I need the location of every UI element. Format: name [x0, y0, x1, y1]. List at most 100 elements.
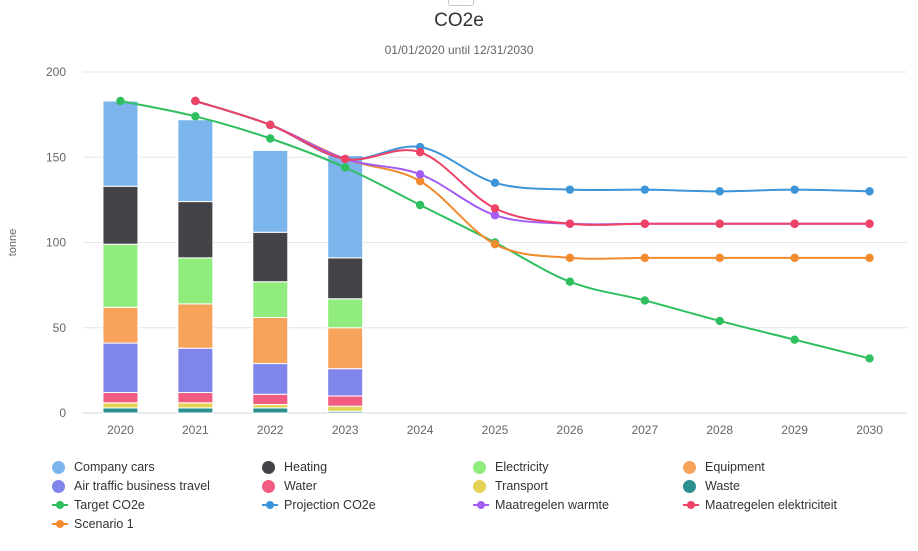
y-tick-label: 200 — [46, 65, 66, 79]
bar-transport-2023 — [327, 405, 364, 412]
point-projection-co2e-2025 — [490, 178, 500, 188]
bar-waste-2022 — [252, 407, 289, 414]
point-target-co2e-2023 — [340, 163, 350, 172]
legend-label: Equipment — [705, 460, 765, 474]
point-target-co2e-2024 — [415, 200, 425, 210]
bar-air-traffic-business-travel-2023 — [327, 368, 364, 397]
x-tick-label-2023: 2023 — [332, 423, 359, 437]
point-projection-co2e-2028 — [715, 187, 724, 196]
point-scenario-1-2027 — [640, 253, 650, 263]
point-maatregelen-warmte-2025 — [490, 211, 500, 220]
legend-symbol — [473, 460, 486, 474]
bar-transport-2021 — [177, 402, 214, 409]
bar-equipment-2023 — [327, 327, 364, 370]
bar-water-2021 — [177, 392, 214, 404]
legend-label: Water — [284, 479, 317, 493]
point-target-co2e-2021 — [191, 112, 200, 121]
x-tick-label-2027: 2027 — [631, 423, 658, 437]
y-tick-label: 150 — [46, 150, 66, 164]
legend-item-maatregelen-warmte[interactable]: Maatregelen warmte — [473, 496, 609, 514]
point-target-co2e-2027 — [640, 296, 650, 305]
point-target-co2e-2020 — [116, 96, 125, 106]
point-target-co2e-2026 — [565, 277, 575, 286]
y-tick-label: 50 — [53, 321, 67, 335]
point-projection-co2e-2026 — [565, 185, 575, 194]
y-axis-title: tonne — [7, 229, 19, 257]
legend-item-projection-co2e[interactable]: Projection CO2e — [262, 496, 376, 514]
legend-item-equipment[interactable]: Equipment — [683, 458, 765, 476]
bar-heating-2023 — [327, 257, 364, 300]
legend-label: Target CO2e — [74, 498, 145, 512]
point-maatregelen-elektriciteit-2030 — [865, 219, 874, 228]
legend-symbol — [262, 499, 278, 512]
point-maatregelen-elektriciteit-2021 — [191, 96, 200, 106]
x-tick-label-2030: 2030 — [856, 423, 883, 437]
legend-symbol — [262, 460, 275, 474]
legend-label: Projection CO2e — [284, 498, 376, 512]
point-target-co2e-2030 — [865, 354, 874, 363]
legend-item-scenario-1[interactable]: Scenario 1 — [52, 515, 134, 533]
bar-water-2022 — [252, 393, 289, 405]
line-target-co2e — [119, 99, 871, 360]
bar-company-cars-2021 — [177, 119, 214, 203]
point-scenario-1-2028 — [715, 253, 724, 263]
point-projection-co2e-2029 — [790, 185, 799, 194]
legend-item-waste[interactable]: Waste — [683, 477, 740, 495]
y-tick-label: 100 — [46, 236, 66, 250]
point-maatregelen-elektriciteit-2024 — [415, 147, 425, 157]
point-maatregelen-elektriciteit-2028 — [715, 219, 724, 228]
y-tick-label: 0 — [59, 406, 66, 420]
legend-symbol — [683, 460, 696, 474]
point-maatregelen-elektriciteit-2026 — [565, 219, 575, 228]
legend-item-water[interactable]: Water — [262, 477, 317, 495]
x-tick-label-2020: 2020 — [107, 423, 134, 437]
legend-item-electricity[interactable]: Electricity — [473, 458, 548, 476]
legend-item-company-cars[interactable]: Company cars — [52, 458, 155, 476]
legend-symbol — [683, 499, 699, 512]
point-scenario-1-2025 — [490, 240, 500, 249]
legend-item-heating[interactable]: Heating — [262, 458, 327, 476]
legend-symbol — [52, 479, 65, 493]
legend-label: Maatregelen warmte — [495, 498, 609, 512]
point-scenario-1-2024 — [415, 176, 425, 186]
legend-label: Transport — [495, 479, 549, 493]
bar-electricity-2022 — [252, 281, 289, 319]
bar-electricity-2023 — [327, 298, 364, 329]
bar-heating-2022 — [252, 231, 289, 283]
legend-label: Waste — [705, 479, 740, 493]
point-projection-co2e-2030 — [865, 187, 874, 196]
point-maatregelen-elektriciteit-2022 — [266, 120, 275, 130]
bar-electricity-2020 — [102, 243, 139, 308]
x-tick-label-2024: 2024 — [407, 423, 434, 437]
x-tick-label-2021: 2021 — [182, 423, 209, 437]
point-maatregelen-elektriciteit-2027 — [640, 219, 650, 228]
point-projection-co2e-2027 — [640, 185, 650, 194]
legend-label: Air traffic business travel — [74, 479, 210, 493]
bar-water-2020 — [102, 392, 139, 404]
legend-item-transport[interactable]: Transport — [473, 477, 548, 495]
legend-symbol — [683, 479, 696, 493]
bar-heating-2020 — [102, 185, 139, 245]
legend-label: Maatregelen elektriciteit — [705, 498, 838, 512]
point-target-co2e-2029 — [790, 335, 799, 344]
line-projection-co2e — [194, 99, 871, 193]
legend-item-target-co2e[interactable]: Target CO2e — [52, 496, 145, 514]
x-tick-label-2025: 2025 — [482, 423, 509, 437]
legend-symbol — [52, 460, 65, 474]
legend-symbol — [52, 518, 68, 531]
line-scenario-1 — [194, 99, 871, 260]
point-maatregelen-elektriciteit-2025 — [490, 204, 500, 213]
bar-equipment-2020 — [102, 306, 139, 344]
chart-menu-handle[interactable] — [448, 0, 474, 6]
point-maatregelen-elektriciteit-2023 — [340, 154, 350, 164]
legend-symbol — [473, 479, 486, 493]
legend-item-maatregelen-elektriciteit[interactable]: Maatregelen elektriciteit — [683, 496, 837, 514]
legend-symbol — [262, 479, 275, 493]
x-tick-label-2022: 2022 — [257, 423, 284, 437]
point-scenario-1-2026 — [565, 253, 575, 263]
bar-equipment-2021 — [177, 303, 214, 349]
legend-item-air-traffic-business-travel[interactable]: Air traffic business travel — [52, 477, 210, 495]
line-maatregelen-warmte — [194, 99, 871, 226]
legend-symbol — [52, 499, 68, 512]
line-maatregelen-elektriciteit — [194, 99, 871, 226]
